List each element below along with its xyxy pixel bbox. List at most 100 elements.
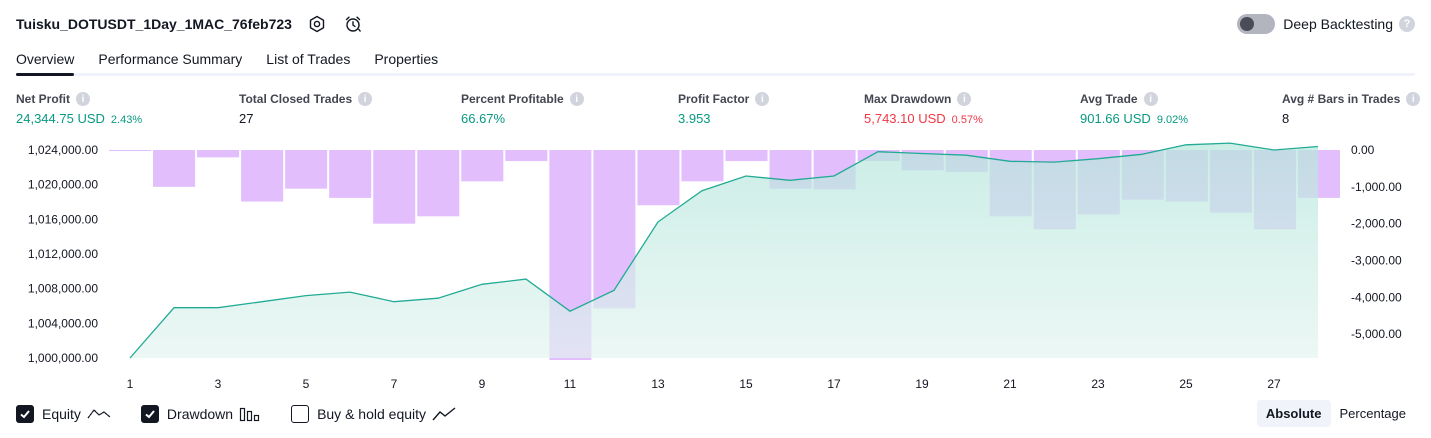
equity-area	[130, 143, 1318, 358]
x-axis-tick: 5	[303, 377, 310, 391]
tab-performance-summary[interactable]: Performance Summary	[98, 50, 243, 67]
stat-label: Avg Trade	[1080, 92, 1138, 106]
equity-line-icon	[87, 407, 111, 421]
stat-label: Max Drawdown	[864, 92, 952, 106]
drawdown-bar	[725, 150, 768, 162]
stat-value: 5,743.10 USD	[864, 111, 946, 126]
drawdown-bar	[329, 150, 372, 198]
stat-value: 3.953	[678, 111, 711, 126]
left-axis-tick: 1,008,000.00	[28, 282, 98, 296]
legend-buy-hold-equity[interactable]: Buy & hold equity	[291, 405, 456, 423]
stat-total-closed-trades: Total Closed Trades i 27	[239, 92, 373, 126]
absolute-button[interactable]: Absolute	[1256, 400, 1331, 427]
equity-drawdown-chart[interactable]: 1,024,000.00 1,020,000.00 1,016,000.00 1,01…	[0, 140, 1431, 392]
stat-percent-profitable: Percent Profitable i 66.67%	[461, 92, 584, 126]
x-axis-tick: 23	[1091, 377, 1105, 391]
report-header: Tuisku_DOTUSDT_1Day_1MAC_76feb723	[16, 12, 364, 36]
strategy-name: Tuisku_DOTUSDT_1Day_1MAC_76feb723	[16, 16, 292, 32]
deep-backtesting-label: Deep Backtesting	[1283, 16, 1393, 32]
drawdown-bar	[637, 150, 680, 206]
help-icon[interactable]: i	[358, 92, 373, 106]
right-axis-tick: -3,000.00	[1351, 254, 1402, 268]
left-axis-tick: 1,020,000.00	[28, 178, 98, 192]
x-axis-tick: 7	[391, 377, 398, 391]
stat-value: 8	[1282, 111, 1290, 126]
stat-sub-value: 9.02%	[1156, 114, 1189, 126]
drawdown-bar	[197, 150, 240, 158]
right-axis-tick: -4,000.00	[1351, 290, 1402, 304]
stat-profit-factor: Profit Factor i 3.953	[678, 92, 770, 126]
stat-avg-bars: Avg # Bars in Trades i 8	[1282, 92, 1421, 126]
tab-overview[interactable]: Overview	[16, 44, 75, 76]
right-axis-tick: -5,000.00	[1351, 327, 1402, 341]
report-tabs: Overview Performance Summary List of Tra…	[16, 44, 1415, 76]
x-axis-tick: 27	[1267, 377, 1281, 391]
legend-drawdown[interactable]: Drawdown	[140, 405, 261, 423]
checkbox-drawdown[interactable]	[140, 405, 159, 423]
tab-properties[interactable]: Properties	[374, 50, 439, 67]
drawdown-bar	[241, 150, 284, 202]
tab-list-of-trades[interactable]: List of Trades	[266, 50, 351, 67]
buy-hold-line-icon	[432, 407, 456, 421]
help-icon[interactable]: i	[1406, 92, 1421, 106]
stat-value: 24,344.75 USD	[16, 111, 105, 126]
drawdown-bar	[461, 150, 504, 182]
help-icon[interactable]: i	[1143, 92, 1158, 106]
drawdown-bar	[417, 150, 460, 217]
x-axis-tick: 11	[564, 377, 577, 391]
help-icon[interactable]: i	[957, 92, 972, 106]
drawdown-bar	[153, 150, 196, 187]
toggle-knob	[1240, 17, 1255, 31]
deep-backtesting-toggle[interactable]	[1237, 14, 1276, 34]
x-axis-tick: 3	[215, 377, 222, 391]
legend-label: Equity	[42, 406, 81, 422]
legend-label: Buy & hold equity	[317, 406, 427, 422]
checkbox-equity[interactable]	[16, 405, 34, 423]
stats-row: Net Profit i 24,344.75 USD 2.43% Total Clo…	[0, 92, 1431, 132]
stat-value: 27	[239, 111, 254, 126]
help-icon[interactable]: i	[755, 92, 770, 106]
alarm-clock-icon[interactable]	[342, 13, 364, 35]
stat-net-profit: Net Profit i 24,344.75 USD 2.43%	[16, 92, 142, 126]
left-axis-tick: 1,000,000.00	[28, 351, 98, 365]
stat-sub-value: 0.57%	[951, 114, 983, 126]
right-axis-tick: 0.00	[1351, 143, 1375, 157]
drawdown-bar	[681, 150, 724, 182]
left-axis-tick: 1,004,000.00	[28, 316, 98, 330]
stat-max-drawdown: Max Drawdown i 5,743.10 USD 0.57%	[864, 92, 983, 126]
drawdown-bar	[505, 150, 548, 162]
equity-line	[129, 142, 1319, 359]
stat-label: Avg # Bars in Trades	[1282, 92, 1401, 106]
drawdown-bar	[109, 150, 152, 151]
left-axis-tick: 1,012,000.00	[28, 247, 98, 261]
drawdown-bar	[285, 150, 328, 189]
stat-value: 901.66 USD	[1080, 111, 1151, 126]
legend-equity[interactable]: Equity	[16, 405, 111, 423]
checkbox-buy-hold-equity[interactable]	[291, 405, 310, 423]
x-axis-tick: 15	[739, 377, 753, 391]
stat-value: 66.67%	[461, 111, 506, 126]
right-axis-tick: -1,000.00	[1351, 180, 1402, 194]
stat-avg-trade: Avg Trade i 901.66 USD 9.02%	[1080, 92, 1188, 126]
x-axis-tick: 19	[915, 377, 929, 391]
chart-legend: Equity Drawdown Buy & hold equity	[16, 402, 486, 426]
stat-label: Profit Factor	[678, 92, 750, 106]
drawdown-bar	[373, 150, 416, 224]
x-axis-tick: 17	[827, 377, 841, 391]
deep-backtesting: Deep Backtesting ?	[1237, 12, 1415, 36]
settings-icon[interactable]	[306, 13, 328, 35]
help-icon[interactable]: i	[76, 92, 90, 106]
stat-label: Percent Profitable	[461, 92, 564, 106]
left-axis-tick: 1,016,000.00	[28, 212, 98, 226]
x-axis-tick: 21	[1003, 377, 1017, 391]
help-icon[interactable]: i	[569, 92, 584, 106]
x-axis-tick: 25	[1179, 377, 1193, 391]
help-icon[interactable]: ?	[1399, 16, 1415, 32]
percentage-button[interactable]: Percentage	[1339, 406, 1407, 421]
stat-label: Total Closed Trades	[239, 92, 353, 106]
x-axis-tick: 9	[479, 377, 486, 391]
left-axis-tick: 1,024,000.00	[28, 143, 98, 157]
drawdown-bars-icon	[239, 406, 261, 422]
scale-mode-toggle: Absolute Percentage	[1256, 400, 1415, 427]
right-axis-tick: -2,000.00	[1351, 217, 1402, 231]
